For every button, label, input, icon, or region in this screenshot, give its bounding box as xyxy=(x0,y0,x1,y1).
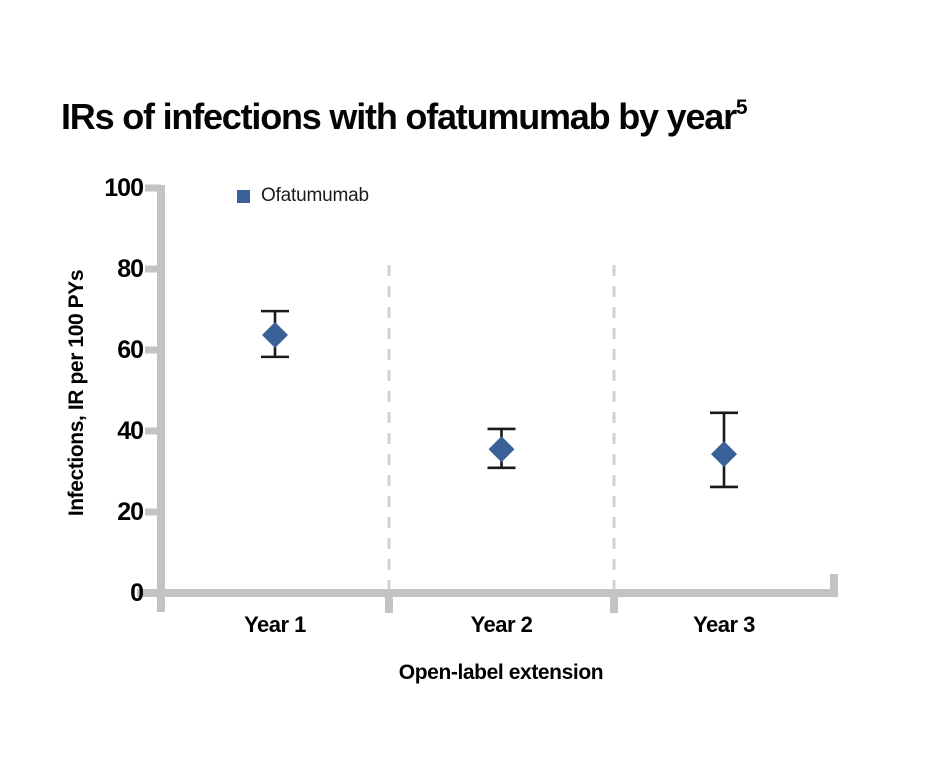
y-tick-label: 80 xyxy=(117,255,144,283)
y-tick-label: 20 xyxy=(117,498,144,526)
legend-label: Ofatumumab xyxy=(261,185,369,206)
legend-swatch-icon xyxy=(237,189,250,203)
chart-title: IRs of infections with ofatumumab by yea… xyxy=(61,96,748,138)
y-tick-label: 0 xyxy=(130,579,144,607)
x-axis-title: Open-label extension xyxy=(398,661,604,684)
y-tick-label: 100 xyxy=(104,174,144,202)
x-category-label: Year 1 xyxy=(244,612,306,637)
x-category-label: Year 2 xyxy=(470,612,533,637)
y-tick-label: 60 xyxy=(117,336,144,364)
data-point-diamond xyxy=(488,436,515,463)
legend: Ofatumumab xyxy=(237,185,369,207)
y-tick-label: 40 xyxy=(117,417,144,445)
chart-title-text: IRs of infections with ofatumumab by yea… xyxy=(61,96,737,137)
x-category-label: Year 3 xyxy=(693,612,755,637)
data-point-diamond xyxy=(262,322,288,349)
chart-title-footnote-marker: 5 xyxy=(735,96,748,119)
data-point-diamond xyxy=(711,441,737,468)
